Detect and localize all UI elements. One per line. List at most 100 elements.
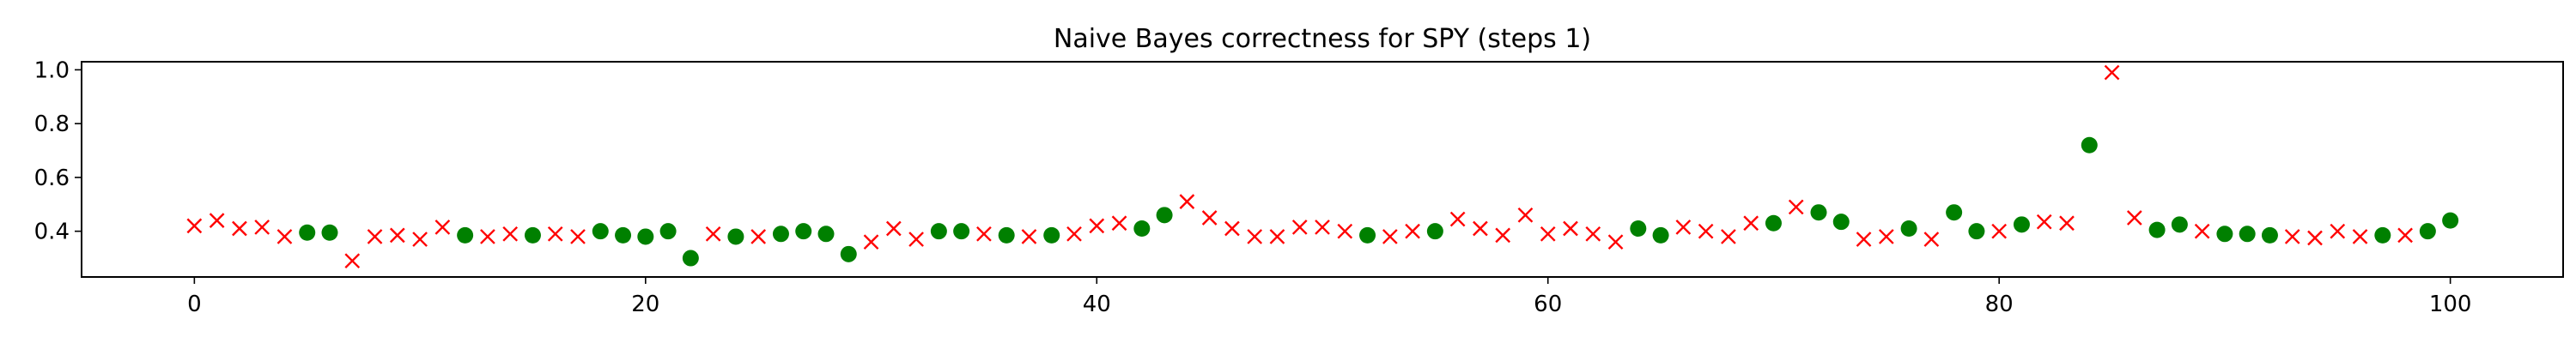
x-marker-stroke — [570, 229, 586, 244]
x-marker-stroke — [1247, 229, 1263, 244]
incorrect-point-x-marker — [1991, 223, 2008, 239]
x-marker-stroke — [1291, 220, 1308, 235]
correct-point-dot-marker — [1946, 204, 1963, 221]
x-marker-stroke — [1473, 220, 1488, 237]
x-marker-stroke — [1021, 229, 1037, 244]
x-tick-label: 60 — [1534, 292, 1562, 317]
correct-point-dot-marker — [1426, 223, 1443, 240]
incorrect-point-x-marker — [389, 227, 405, 244]
x-marker-stroke — [1788, 199, 1804, 215]
incorrect-point-x-marker — [276, 229, 293, 244]
incorrect-point-x-marker — [1607, 234, 1624, 250]
correct-point-dot-marker — [817, 226, 835, 243]
correct-point-dot-marker — [1133, 220, 1151, 238]
x-marker-stroke — [1607, 234, 1624, 250]
incorrect-point-x-marker — [1405, 223, 1420, 239]
chart-title: Naive Bayes correctness for SPY (steps 1… — [1054, 24, 1591, 54]
x-tick-label: 40 — [1083, 292, 1111, 317]
x-marker-stroke — [1066, 226, 1082, 242]
x-marker-stroke — [1201, 210, 1218, 226]
x-marker-stroke — [389, 227, 405, 244]
incorrect-point-x-marker — [1878, 229, 1894, 244]
incorrect-point-x-marker — [1224, 220, 1240, 237]
x-tick-label: 80 — [1985, 292, 2014, 317]
correct-point-dot-marker — [1359, 226, 1376, 244]
incorrect-point-x-marker — [885, 220, 902, 237]
x-marker-stroke — [1315, 220, 1330, 235]
x-marker-stroke — [480, 229, 495, 244]
x-marker-stroke — [1878, 229, 1894, 244]
incorrect-point-x-marker — [1449, 211, 1466, 227]
incorrect-point-x-marker — [2307, 230, 2323, 246]
x-marker-stroke — [1540, 226, 1556, 242]
x-marker-stroke — [2397, 227, 2413, 244]
incorrect-point-x-marker — [1675, 220, 1692, 235]
x-marker-stroke — [1449, 211, 1466, 227]
x-tick-label: 100 — [2429, 292, 2472, 317]
incorrect-point-x-marker — [1269, 229, 1285, 244]
x-marker-stroke — [2284, 229, 2300, 244]
x-marker-stroke — [2036, 214, 2052, 230]
x-marker-stroke — [547, 226, 563, 242]
incorrect-point-x-marker — [1021, 229, 1037, 244]
incorrect-point-x-marker — [2397, 227, 2413, 244]
incorrect-point-x-marker — [480, 229, 495, 244]
incorrect-point-x-marker — [1856, 232, 1872, 247]
y-tick-label: 0.8 — [34, 111, 70, 137]
incorrect-point-x-marker — [2352, 229, 2368, 244]
x-marker-stroke — [1721, 229, 1736, 244]
incorrect-point-x-marker — [254, 220, 270, 235]
incorrect-point-x-marker — [908, 232, 924, 247]
x-marker-stroke — [209, 213, 225, 228]
incorrect-point-x-marker — [1291, 220, 1308, 235]
x-marker-stroke — [976, 226, 992, 242]
correct-point-dot-marker — [637, 228, 654, 245]
correct-point-dot-marker — [659, 223, 677, 240]
x-marker-stroke — [232, 220, 247, 237]
correct-point-dot-marker — [840, 245, 857, 262]
incorrect-point-x-marker — [1179, 194, 1195, 209]
x-marker-stroke — [1382, 229, 1398, 244]
y-tick-label: 1.0 — [34, 57, 70, 83]
incorrect-point-x-marker — [2104, 64, 2120, 81]
incorrect-point-x-marker — [1111, 215, 1127, 232]
incorrect-point-x-marker — [1495, 227, 1511, 244]
x-marker-stroke — [344, 253, 361, 269]
correct-point-dot-marker — [795, 223, 812, 240]
incorrect-point-x-marker — [2194, 223, 2210, 239]
incorrect-point-x-marker — [1337, 223, 1353, 239]
x-marker-stroke — [1698, 223, 1714, 239]
incorrect-point-x-marker — [2036, 214, 2052, 230]
x-marker-stroke — [186, 218, 203, 234]
x-axis-ticks: 0 20 40 60 80 100 — [187, 277, 2471, 317]
x-marker-stroke — [1923, 232, 1940, 247]
correct-point-dot-marker — [1968, 223, 1985, 240]
incorrect-point-x-marker — [2284, 229, 2300, 244]
incorrect-point-x-marker — [1585, 226, 1601, 242]
incorrect-point-x-marker — [209, 213, 225, 228]
incorrect-point-x-marker — [1473, 220, 1488, 237]
plot-area-frame — [81, 61, 2564, 278]
correct-point-dot-marker — [592, 223, 609, 240]
incorrect-point-x-marker — [750, 229, 767, 244]
correct-point-dot-marker — [2239, 226, 2256, 243]
x-marker-stroke — [367, 229, 383, 244]
correct-point-dot-marker — [2081, 136, 2098, 153]
correct-point-dot-marker — [2013, 216, 2030, 233]
x-marker-stroke — [1585, 226, 1601, 242]
incorrect-point-x-marker — [434, 220, 451, 235]
incorrect-point-x-marker — [547, 226, 563, 242]
x-marker-stroke — [502, 226, 519, 242]
x-marker-stroke — [1111, 215, 1127, 232]
incorrect-point-x-marker — [367, 229, 383, 244]
x-marker-stroke — [1224, 220, 1240, 237]
correct-point-dot-marker — [1156, 207, 1173, 224]
x-tick-label: 20 — [631, 292, 659, 317]
incorrect-point-x-marker — [1923, 232, 1940, 247]
incorrect-point-x-marker — [1201, 210, 1218, 226]
x-marker-stroke — [1089, 218, 1105, 234]
correct-point-dot-marker — [2216, 226, 2233, 243]
correct-point-dot-marker — [1765, 214, 1782, 232]
x-marker-stroke — [434, 220, 451, 235]
